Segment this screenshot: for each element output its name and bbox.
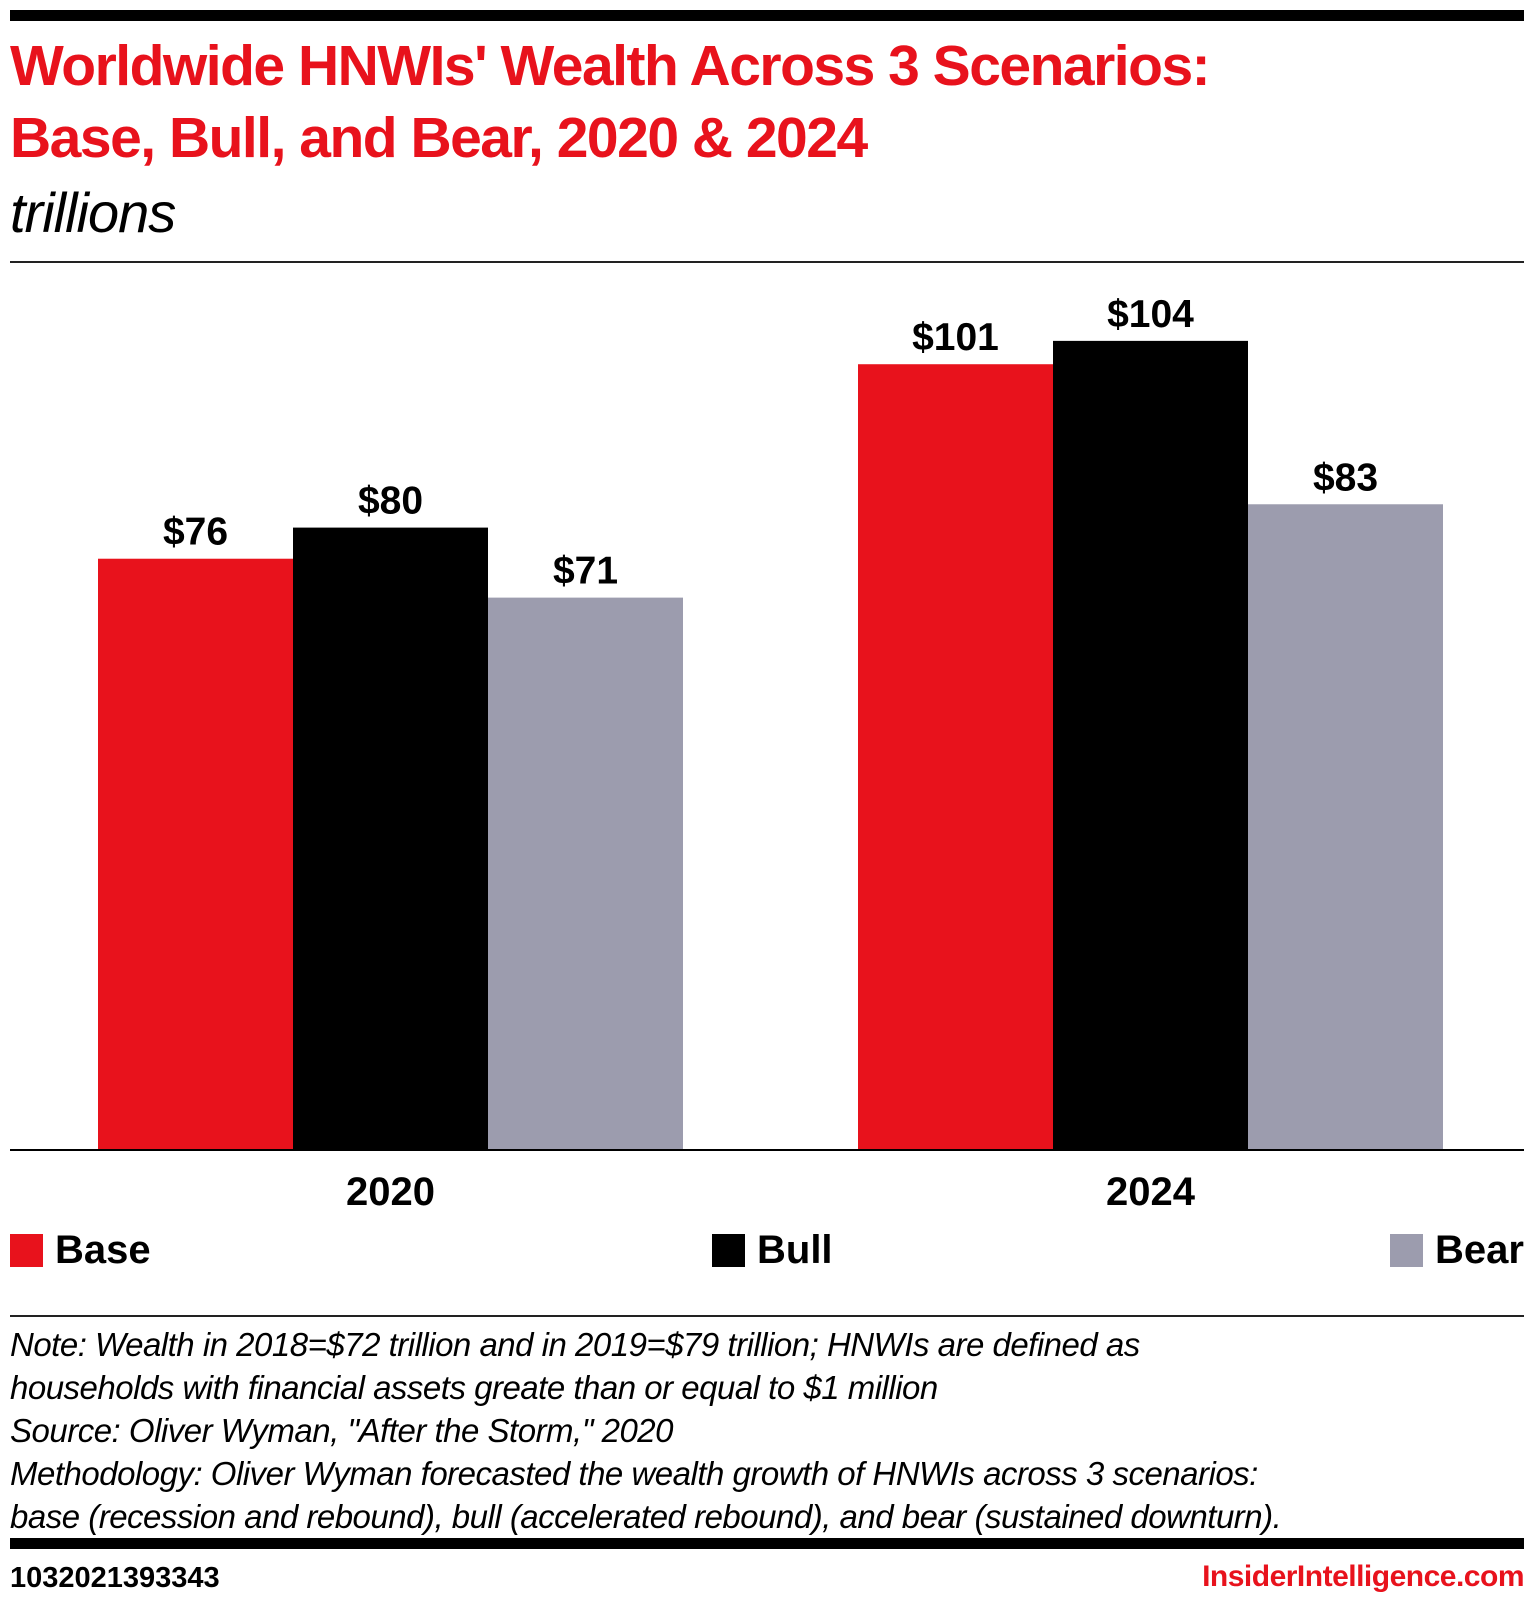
data-label: $104 bbox=[1107, 293, 1194, 336]
brand-logo[interactable]: InsiderIntelligence.com bbox=[1202, 1560, 1524, 1593]
chart-id: 1032021393343 bbox=[10, 1562, 220, 1594]
x-tick-label: 2024 bbox=[1106, 1170, 1196, 1214]
data-label: $80 bbox=[358, 480, 423, 523]
bar-base-2024 bbox=[858, 364, 1053, 1151]
bar-bear-2020 bbox=[488, 597, 683, 1150]
legend-item-bull: Bull bbox=[712, 1228, 833, 1273]
data-label: $76 bbox=[163, 511, 228, 554]
chart-title: Worldwide HNWIs' Wealth Across 3 Scenari… bbox=[10, 30, 1520, 174]
bar-bear-2024 bbox=[1248, 504, 1443, 1150]
bar-bull-2024 bbox=[1053, 340, 1248, 1150]
data-label: $83 bbox=[1313, 456, 1378, 499]
legend-item-base: Base bbox=[10, 1228, 151, 1273]
title-line-2: Base, Bull, and Bear, 2020 & 2024 bbox=[10, 106, 868, 170]
title-line-1: Worldwide HNWIs' Wealth Across 3 Scenari… bbox=[10, 34, 1211, 98]
notes: Note: Wealth in 2018=$72 trillion and in… bbox=[10, 1323, 1524, 1538]
legend-swatch bbox=[10, 1234, 43, 1267]
notes-divider bbox=[10, 1315, 1524, 1317]
x-tick-label: 2020 bbox=[346, 1170, 435, 1214]
note-line: households with financial assets greate … bbox=[10, 1369, 938, 1406]
legend-swatch bbox=[712, 1234, 745, 1267]
top-bar bbox=[10, 10, 1524, 21]
legend-label: Bear bbox=[1435, 1228, 1524, 1272]
bar-bull-2020 bbox=[293, 527, 488, 1150]
methodology-line: base (recession and rebound), bull (acce… bbox=[10, 1498, 1282, 1535]
legend-item-bear: Bear bbox=[1390, 1228, 1524, 1273]
legend-label: Base bbox=[55, 1228, 151, 1272]
bar-base-2020 bbox=[98, 558, 293, 1150]
legend-label: Bull bbox=[757, 1228, 833, 1272]
data-label: $71 bbox=[553, 550, 618, 593]
note-line: Note: Wealth in 2018=$72 trillion and in… bbox=[10, 1326, 1140, 1363]
methodology-line: Methodology: Oliver Wyman forecasted the… bbox=[10, 1455, 1258, 1492]
data-label: $101 bbox=[912, 316, 999, 359]
legend-swatch bbox=[1390, 1234, 1424, 1267]
source-line: Source: Oliver Wyman, "After the Storm,"… bbox=[10, 1412, 674, 1449]
x-axis-line bbox=[10, 1149, 1524, 1151]
chart-subtitle: trillions bbox=[10, 181, 176, 244]
header-divider bbox=[10, 261, 1524, 263]
bar-chart: $76 $80 $71 2020 $101 $104 $83 2024 bbox=[10, 293, 1524, 1214]
footer-bar bbox=[10, 1538, 1524, 1549]
